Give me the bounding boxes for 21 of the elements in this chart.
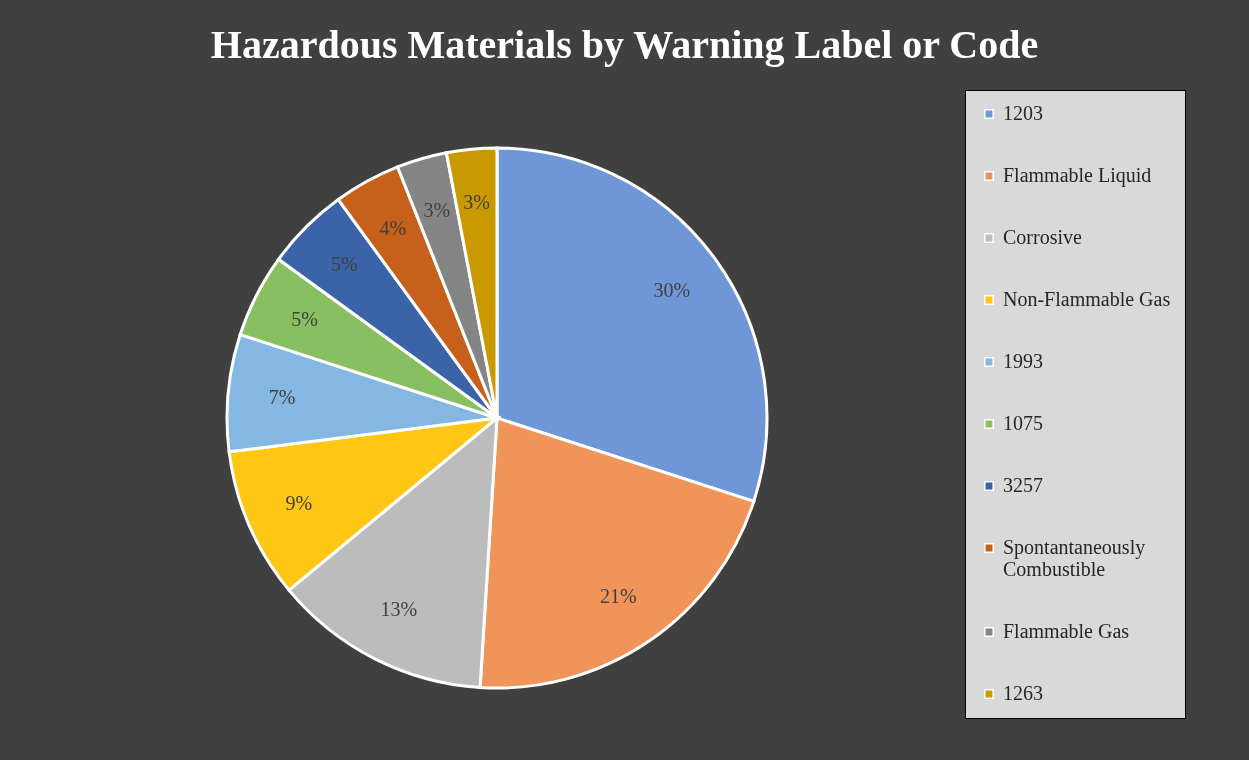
data-label: 5% bbox=[291, 307, 318, 330]
legend-label: Flammable Gas bbox=[1003, 620, 1130, 642]
data-label: 30% bbox=[653, 279, 691, 302]
data-label: 3% bbox=[423, 198, 451, 221]
data-label: 7% bbox=[268, 385, 296, 408]
data-label: 3% bbox=[463, 190, 491, 213]
data-label: 9% bbox=[285, 491, 313, 514]
legend-label: 1075 bbox=[1003, 412, 1043, 434]
legend-label: 3257 bbox=[1003, 474, 1043, 496]
data-label: 21% bbox=[600, 584, 637, 607]
legend-label: Flammable Liquid bbox=[1003, 164, 1152, 187]
legend-label: 1263 bbox=[1003, 682, 1043, 704]
data-label: 5% bbox=[330, 253, 358, 276]
legend-label: 1993 bbox=[1003, 350, 1043, 372]
legend-label: 1203 bbox=[1003, 102, 1043, 124]
data-label: 13% bbox=[380, 598, 418, 621]
legend-label: Corrosive bbox=[1003, 226, 1082, 248]
legend-label: Spontantaneously Combustible bbox=[1003, 536, 1146, 580]
legend-label: Non-Flammable Gas bbox=[1003, 288, 1171, 310]
data-label: 4% bbox=[379, 216, 407, 239]
chart-title: Hazardous Materials by Warning Label or Code bbox=[210, 22, 1039, 67]
